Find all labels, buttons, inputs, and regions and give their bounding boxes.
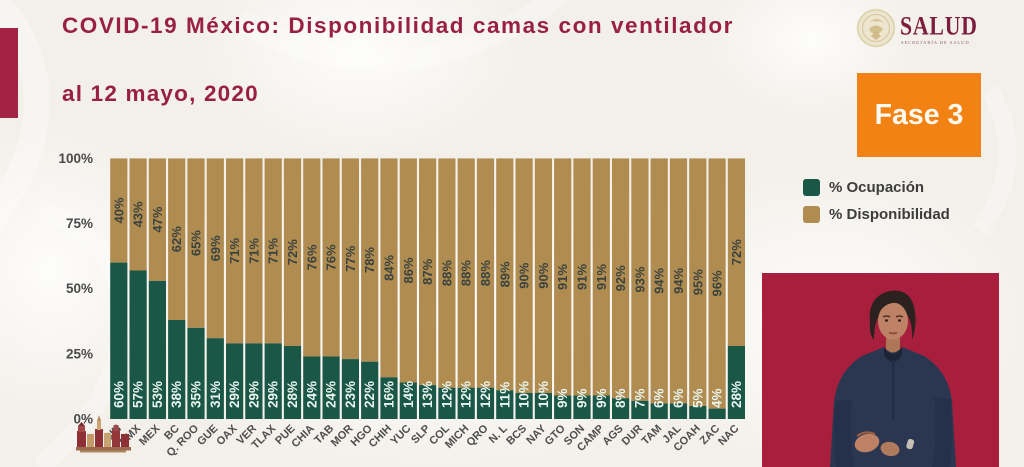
- svg-text:13%: 13%: [420, 381, 435, 408]
- svg-text:0%: 0%: [73, 412, 93, 427]
- svg-text:50%: 50%: [66, 281, 93, 296]
- svg-text:25%: 25%: [66, 346, 93, 361]
- svg-text:12%: 12%: [478, 381, 493, 408]
- svg-text:35%: 35%: [189, 381, 204, 408]
- svg-text:57%: 57%: [131, 381, 146, 408]
- svg-text:96%: 96%: [710, 270, 725, 296]
- svg-text:12%: 12%: [459, 381, 474, 408]
- svg-text:72%: 72%: [729, 239, 744, 265]
- svg-text:84%: 84%: [382, 254, 397, 280]
- svg-text:88%: 88%: [439, 260, 454, 286]
- svg-text:89%: 89%: [497, 261, 512, 287]
- svg-text:28%: 28%: [285, 381, 300, 408]
- svg-text:47%: 47%: [150, 206, 165, 232]
- svg-text:SLP: SLP: [409, 423, 433, 447]
- svg-text:65%: 65%: [189, 230, 204, 256]
- svg-text:62%: 62%: [169, 226, 184, 252]
- svg-text:22%: 22%: [362, 381, 377, 408]
- svg-text:AGS: AGS: [600, 423, 625, 448]
- svg-text:88%: 88%: [478, 260, 493, 286]
- svg-text:87%: 87%: [420, 258, 435, 284]
- svg-text:10%: 10%: [517, 381, 532, 408]
- svg-text:9%: 9%: [555, 388, 570, 408]
- svg-text:29%: 29%: [227, 381, 242, 408]
- svg-text:MEX: MEX: [137, 422, 163, 448]
- svg-text:QRO: QRO: [464, 422, 491, 449]
- svg-text:TAM: TAM: [640, 423, 665, 448]
- svg-text:10%: 10%: [536, 381, 551, 408]
- svg-text:SECRETARÍA DE SALUD: SECRETARÍA DE SALUD: [901, 40, 970, 45]
- svg-text:94%: 94%: [671, 267, 686, 293]
- svg-text:24%: 24%: [324, 381, 339, 408]
- svg-text:91%: 91%: [575, 264, 590, 290]
- svg-text:8%: 8%: [613, 388, 628, 408]
- svg-text:6%: 6%: [652, 388, 667, 408]
- svg-text:94%: 94%: [652, 267, 667, 293]
- svg-text:23%: 23%: [343, 381, 358, 408]
- svg-text:91%: 91%: [555, 264, 570, 290]
- svg-text:GTO: GTO: [543, 422, 569, 448]
- svg-text:28%: 28%: [729, 381, 744, 408]
- svg-text:9%: 9%: [594, 388, 609, 408]
- svg-text:31%: 31%: [208, 381, 223, 408]
- svg-text:71%: 71%: [227, 237, 242, 263]
- svg-text:76%: 76%: [304, 244, 319, 270]
- svg-text:YUC: YUC: [389, 423, 414, 448]
- svg-text:7%: 7%: [632, 388, 647, 408]
- svg-text:DUR: DUR: [620, 423, 645, 448]
- svg-text:14%: 14%: [401, 381, 416, 408]
- svg-text:38%: 38%: [169, 381, 184, 408]
- svg-text:92%: 92%: [613, 265, 628, 291]
- svg-text:71%: 71%: [246, 237, 261, 263]
- svg-text:43%: 43%: [131, 201, 146, 227]
- svg-text:24%: 24%: [304, 381, 319, 408]
- svg-text:86%: 86%: [401, 257, 416, 283]
- svg-text:16%: 16%: [382, 381, 397, 408]
- svg-text:100%: 100%: [58, 151, 93, 166]
- svg-text:GUE: GUE: [195, 423, 220, 448]
- svg-text:88%: 88%: [459, 260, 474, 286]
- svg-text:71%: 71%: [266, 237, 281, 263]
- svg-text:29%: 29%: [246, 381, 261, 408]
- svg-text:75%: 75%: [66, 216, 93, 231]
- svg-text:40%: 40%: [111, 197, 126, 223]
- svg-text:77%: 77%: [343, 245, 358, 271]
- svg-text:9%: 9%: [575, 388, 590, 408]
- svg-text:BCS: BCS: [504, 423, 529, 448]
- svg-text:76%: 76%: [324, 244, 339, 270]
- svg-text:SALUD: SALUD: [900, 12, 978, 42]
- svg-text:4%: 4%: [710, 388, 725, 408]
- svg-text:95%: 95%: [690, 269, 705, 295]
- svg-text:11%: 11%: [497, 382, 512, 408]
- svg-text:MOR: MOR: [329, 423, 356, 450]
- svg-text:29%: 29%: [266, 381, 281, 408]
- svg-text:90%: 90%: [517, 262, 532, 288]
- svg-text:5%: 5%: [690, 388, 705, 408]
- svg-text:72%: 72%: [285, 239, 300, 265]
- svg-text:OAX: OAX: [214, 422, 240, 448]
- svg-text:90%: 90%: [536, 262, 551, 288]
- svg-text:NAC: NAC: [716, 423, 741, 448]
- svg-text:12%: 12%: [439, 381, 454, 408]
- svg-text:6%: 6%: [671, 388, 686, 408]
- svg-text:78%: 78%: [362, 247, 377, 273]
- svg-text:53%: 53%: [150, 381, 165, 408]
- svg-text:93%: 93%: [632, 266, 647, 292]
- svg-text:91%: 91%: [594, 264, 609, 290]
- svg-text:69%: 69%: [208, 235, 223, 261]
- svg-text:60%: 60%: [111, 381, 126, 408]
- svg-text:ZAC: ZAC: [698, 423, 723, 448]
